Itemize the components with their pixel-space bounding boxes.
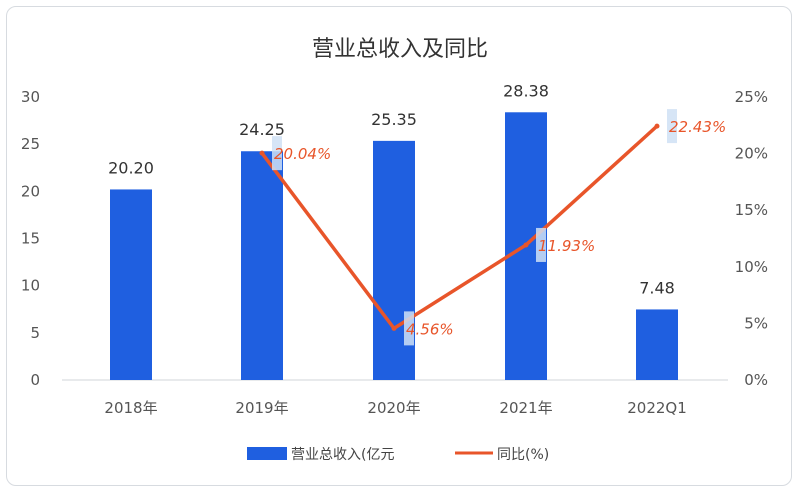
y-left-tick-label: 10 [21, 277, 40, 295]
legend: 营业总收入(亿元 同比(%) [247, 447, 549, 463]
bar-series [110, 112, 678, 381]
line-value-label: 4.56% [406, 320, 454, 338]
line-value-label: 20.04% [274, 145, 331, 163]
line-labels: 20.04% 4.56% 11.93% 22.43% [272, 109, 726, 346]
x-tick-label: 2020年 [367, 399, 420, 417]
legend-label-line: 同比(%) [497, 447, 549, 463]
line-value-label: 22.43% [669, 118, 726, 136]
y-right-tick-label: 10% [735, 258, 768, 276]
line-label-highlight [404, 311, 414, 346]
bar-value-label: 20.20 [108, 158, 154, 177]
bar [110, 189, 152, 380]
x-tick-label: 2019年 [235, 399, 288, 417]
bar-labels: 20.20 24.25 25.35 28.38 7.48 [108, 81, 675, 297]
bar [241, 151, 283, 380]
line-label-highlight [667, 109, 677, 144]
y-left-tick-label: 25 [21, 135, 40, 153]
y-left-tick-label: 0 [30, 371, 40, 389]
x-axis: 2018年 2019年 2020年 2021年 2022Q1 [104, 399, 686, 417]
x-tick-label: 2021年 [499, 399, 552, 417]
line-label-highlight [536, 227, 546, 262]
x-tick-label: 2022Q1 [627, 399, 687, 417]
y-right-tick-label: 20% [735, 145, 768, 163]
y-left-tick-label: 20 [21, 182, 40, 200]
line-value-label: 11.93% [538, 237, 595, 255]
line-point [259, 150, 265, 156]
bar-value-label: 28.38 [503, 81, 549, 100]
line-point [391, 325, 397, 331]
y-right-tick-label: 5% [744, 314, 768, 332]
line-series [259, 123, 660, 331]
bar [636, 309, 678, 380]
y-right-tick-label: 15% [735, 201, 768, 219]
y-left-tick-label: 5 [30, 324, 40, 342]
y-right-tick-label: 0% [744, 371, 768, 389]
y-right-tick-label: 25% [735, 88, 768, 106]
y-left-tick-label: 30 [21, 88, 40, 106]
line-label-highlight [272, 136, 282, 171]
bar-value-label: 7.48 [639, 278, 675, 297]
bar-value-label: 24.25 [239, 120, 285, 139]
legend-swatch-bar [247, 447, 287, 460]
bar-value-label: 25.35 [371, 110, 417, 129]
line-path [260, 124, 659, 331]
line-point [523, 242, 529, 248]
legend-label-bar: 营业总收入(亿元 [291, 447, 394, 463]
chart-title: 营业总收入及同比 [312, 37, 488, 62]
y-right-axis: 0% 5% 10% 15% 20% 25% [735, 88, 768, 389]
y-left-tick-label: 15 [21, 230, 40, 248]
x-tick-label: 2018年 [104, 399, 157, 417]
y-left-axis: 0 5 10 15 20 25 30 [21, 88, 40, 389]
line-point [654, 123, 660, 129]
